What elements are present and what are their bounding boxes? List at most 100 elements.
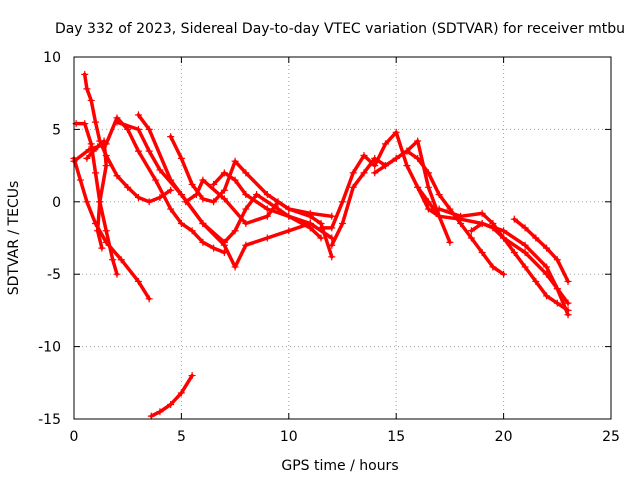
data-series bbox=[70, 70, 572, 420]
data-point bbox=[210, 198, 218, 206]
series-line bbox=[82, 72, 173, 204]
data-point bbox=[134, 147, 142, 155]
data-point bbox=[478, 209, 486, 217]
data-point bbox=[83, 154, 91, 162]
data-point bbox=[403, 147, 411, 155]
data-point bbox=[113, 172, 121, 180]
data-point bbox=[532, 234, 540, 242]
data-point bbox=[102, 162, 110, 170]
data-point bbox=[339, 198, 346, 206]
data-point bbox=[543, 244, 551, 252]
data-point bbox=[87, 96, 95, 104]
data-point bbox=[543, 292, 551, 300]
data-point bbox=[134, 125, 142, 133]
series-track-2 bbox=[81, 70, 175, 206]
series-line bbox=[211, 171, 323, 240]
data-point bbox=[510, 248, 518, 256]
data-point bbox=[91, 118, 99, 126]
data-point bbox=[156, 193, 164, 201]
series-track-16 bbox=[467, 220, 572, 307]
data-point bbox=[81, 70, 89, 78]
data-point bbox=[91, 169, 99, 177]
data-point bbox=[489, 224, 497, 232]
data-point bbox=[113, 270, 121, 278]
data-point bbox=[371, 162, 379, 170]
data-point bbox=[199, 176, 207, 184]
data-point bbox=[435, 191, 443, 199]
data-point bbox=[263, 191, 271, 199]
data-point bbox=[553, 299, 561, 307]
data-point bbox=[371, 169, 379, 177]
series-line bbox=[136, 113, 334, 269]
data-point bbox=[360, 169, 368, 177]
data-point bbox=[285, 205, 293, 213]
data-point bbox=[177, 389, 185, 397]
x-tick-label: 5 bbox=[177, 429, 186, 445]
series-track-3 bbox=[72, 120, 121, 278]
data-point bbox=[152, 176, 160, 184]
data-point bbox=[231, 176, 239, 184]
data-point bbox=[521, 224, 529, 232]
data-point bbox=[109, 256, 117, 264]
data-point bbox=[199, 195, 207, 203]
y-tick-label: 0 bbox=[52, 195, 61, 211]
data-point bbox=[564, 299, 572, 307]
data-point bbox=[156, 166, 164, 174]
data-point bbox=[446, 238, 454, 246]
data-point bbox=[167, 186, 175, 194]
data-point bbox=[220, 195, 228, 203]
data-point bbox=[76, 176, 84, 184]
data-point bbox=[147, 412, 155, 420]
data-point bbox=[242, 205, 250, 213]
data-point bbox=[113, 118, 121, 126]
data-point bbox=[435, 205, 443, 213]
data-point bbox=[199, 220, 207, 228]
series-line bbox=[330, 139, 452, 247]
series-track-17 bbox=[510, 215, 572, 285]
x-tick-label: 15 bbox=[387, 429, 405, 445]
series-line bbox=[437, 207, 570, 313]
data-point bbox=[220, 241, 228, 249]
data-point bbox=[96, 198, 104, 206]
data-point bbox=[145, 295, 153, 303]
series-line bbox=[74, 121, 119, 276]
data-point bbox=[381, 140, 389, 148]
data-point bbox=[414, 154, 422, 162]
data-point bbox=[500, 234, 508, 242]
data-point bbox=[192, 191, 200, 199]
data-point bbox=[521, 241, 529, 249]
data-point bbox=[83, 85, 91, 93]
data-point bbox=[167, 133, 175, 141]
series-line bbox=[512, 217, 570, 284]
data-point bbox=[328, 212, 336, 220]
data-point bbox=[553, 285, 561, 293]
data-point bbox=[424, 169, 432, 177]
data-point bbox=[220, 169, 228, 177]
series-track-11 bbox=[317, 128, 443, 232]
data-point bbox=[242, 169, 250, 177]
data-point bbox=[532, 277, 540, 285]
series-track-1 bbox=[70, 154, 153, 303]
data-point bbox=[521, 263, 529, 271]
series-line bbox=[149, 373, 194, 418]
axis-ticks: 0 5 10 15 20 25 -15 -10 -5 0 5 10 bbox=[38, 50, 620, 445]
data-point bbox=[285, 212, 293, 220]
series-line bbox=[469, 221, 570, 305]
data-point bbox=[177, 154, 185, 162]
series-track-18 bbox=[147, 372, 196, 420]
series-line bbox=[72, 156, 151, 301]
data-point bbox=[231, 157, 239, 165]
data-point bbox=[145, 198, 153, 206]
data-point bbox=[199, 238, 207, 246]
data-point bbox=[478, 248, 486, 256]
data-point bbox=[182, 198, 190, 206]
y-tick-label: -15 bbox=[38, 412, 61, 428]
data-point bbox=[349, 169, 357, 177]
data-point bbox=[328, 253, 336, 261]
series-track-7 bbox=[134, 111, 336, 271]
data-point bbox=[467, 227, 475, 235]
data-point bbox=[242, 241, 250, 249]
data-point bbox=[124, 183, 132, 191]
data-point bbox=[98, 244, 106, 252]
